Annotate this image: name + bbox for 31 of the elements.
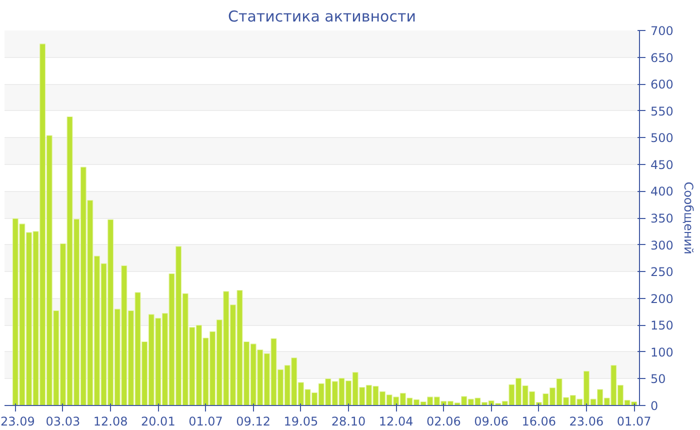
x-tick-label: 28.10 — [331, 414, 366, 428]
y-tick-label: 350 — [650, 212, 674, 226]
y-tick-label: 500 — [650, 131, 674, 146]
x-tick-label: 01.07 — [616, 414, 652, 428]
y-tick-label: 450 — [650, 158, 674, 172]
y-tick-label: 50 — [650, 372, 666, 386]
y-tick-label: 150 — [650, 318, 674, 333]
x-tick-label: 02.06 — [426, 414, 461, 428]
x-tick-label: 12.08 — [93, 414, 128, 428]
y-tick-label: 100 — [650, 345, 674, 360]
y-tick-label: 300 — [650, 238, 674, 252]
y-tick-label: 700 — [650, 24, 674, 38]
y-tick-label: 0 — [650, 399, 658, 413]
x-tick-label: 19.05 — [284, 414, 318, 428]
x-tick-label: 20.01 — [140, 414, 176, 428]
x-tick-label: 23.09 — [0, 414, 35, 428]
x-tick-label: 12.04 — [378, 414, 414, 428]
chart-title: Статистика активности — [228, 8, 416, 26]
x-tick-label: 09.12 — [236, 414, 271, 428]
x-tick-label: 03.03 — [46, 414, 80, 428]
x-tick-label: 23.06 — [569, 414, 604, 428]
y-tick-label: 250 — [650, 265, 674, 280]
y-tick-label: 400 — [650, 184, 674, 199]
y-tick-label: 550 — [650, 104, 674, 118]
x-tick-label: 01.07 — [188, 414, 223, 428]
y-tick-label: 200 — [650, 292, 674, 306]
y-axis-title: Сообщений — [681, 182, 696, 254]
x-tick-label: 16.06 — [522, 414, 556, 428]
y-tick-label: 650 — [650, 50, 674, 65]
y-tick-label: 600 — [650, 78, 674, 92]
x-tick-label: 09.06 — [474, 414, 508, 428]
